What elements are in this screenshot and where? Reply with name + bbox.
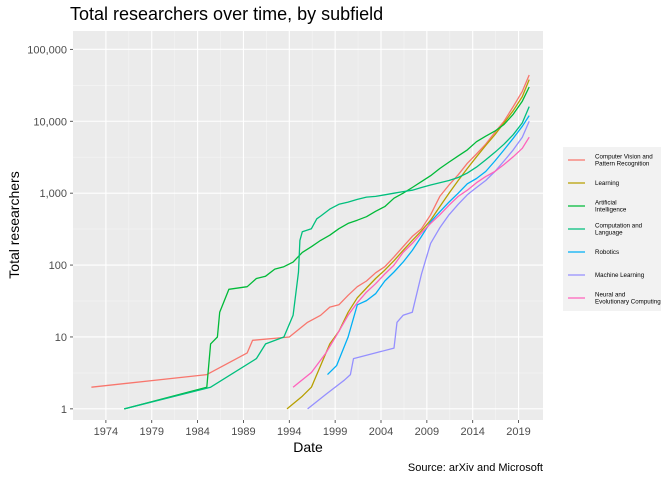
y-tick-label: 10	[55, 332, 67, 344]
series-line-5	[327, 115, 530, 376]
y-axis-title: Total researchers	[6, 171, 22, 278]
series-line-7	[292, 136, 530, 388]
legend-item: Robotics	[568, 249, 619, 256]
y-tick-label: 100	[49, 260, 67, 272]
chart-title: Total researchers over time, by subfield	[70, 4, 383, 24]
series-line-3	[124, 86, 530, 410]
legend-label: Computer Vision and Pattern Recognition	[595, 154, 653, 168]
minor-gridlines	[73, 31, 543, 420]
series-line-2	[286, 79, 530, 410]
x-tick-label: 1999	[323, 426, 347, 438]
legend-item: Computation and Language	[568, 223, 643, 237]
series-line-4	[124, 106, 530, 410]
y-tick-label: 100,000	[27, 44, 67, 56]
legend-label: Robotics	[595, 249, 619, 256]
series-line-6	[307, 121, 530, 410]
series-lines	[91, 74, 530, 410]
legend-item: Machine Learning	[568, 272, 645, 279]
x-tick-label: 1979	[139, 426, 163, 438]
y-axis: 1 10 100 1,000 10,000 100,000	[27, 44, 73, 416]
x-tick-label: 2014	[460, 426, 484, 438]
x-axis-title: Date	[293, 439, 323, 455]
legend: Computer Vision and Pattern Recognition Le…	[568, 154, 661, 306]
legend-item: Learning	[568, 180, 620, 187]
source-caption: Source: arXiv and Microsoft	[408, 462, 543, 474]
x-tick-label: 1994	[277, 426, 301, 438]
legend-item: Artificial Intelligence	[568, 200, 627, 214]
x-tick-label: 2019	[506, 426, 530, 438]
series-line-1	[91, 74, 530, 388]
x-axis: 1974 1979 1984 1989 1994 1999 2004 2009 2014 2019	[94, 420, 531, 438]
y-tick-label: 10,000	[33, 116, 67, 128]
legend-label: Machine Learning	[595, 272, 645, 279]
legend-item: Computer Vision and Pattern Recognition	[568, 154, 653, 168]
legend-label: Artificial Intelligence	[595, 200, 627, 214]
x-tick-label: 1984	[185, 426, 209, 438]
y-tick-label: 1,000	[39, 188, 67, 200]
x-tick-label: 2004	[369, 426, 393, 438]
x-tick-label: 2009	[415, 426, 439, 438]
y-tick-label: 1	[61, 404, 67, 416]
legend-label: Learning	[595, 180, 620, 187]
legend-label: Neural and Evolutionary Computing	[595, 292, 661, 306]
legend-label: Computation and Language	[595, 223, 643, 237]
x-tick-label: 1974	[94, 426, 118, 438]
x-tick-label: 1989	[231, 426, 255, 438]
legend-item: Neural and Evolutionary Computing	[568, 292, 661, 306]
